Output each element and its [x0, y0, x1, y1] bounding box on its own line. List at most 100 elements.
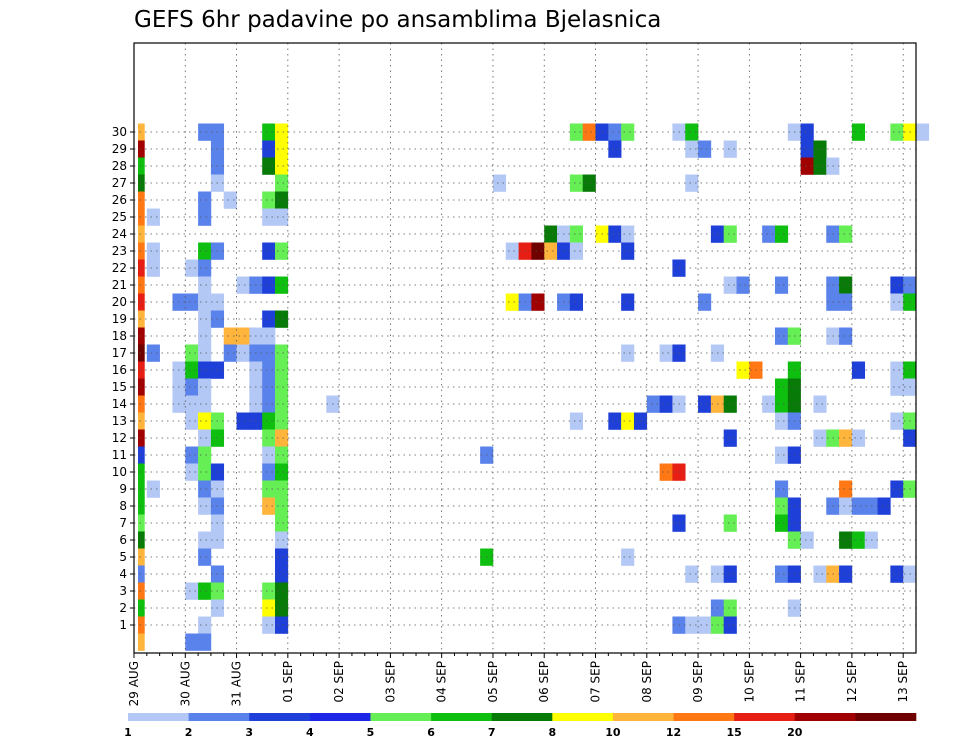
x-tick-label: 31 AUG: [230, 661, 244, 706]
heatmap-cell: [877, 497, 891, 515]
colorbar-label: 1: [124, 726, 132, 739]
heatmap-cell: [851, 429, 866, 447]
heatmap-cell: [800, 531, 814, 549]
heatmap-cell: [146, 242, 160, 260]
heatmap-cell: [185, 463, 199, 481]
heatmap-cell: [198, 497, 212, 515]
heatmap-cell: [723, 616, 737, 634]
heatmap-cell: [774, 395, 789, 413]
heatmap-cell: [198, 446, 212, 464]
heatmap-cell: [138, 191, 145, 209]
y-tick-label: 14: [112, 397, 127, 411]
heatmap-cell: [531, 242, 545, 260]
heatmap-cell: [275, 548, 289, 566]
heatmap-cell: [198, 429, 212, 447]
heatmap-cell: [774, 446, 789, 464]
heatmap-cell: [851, 361, 866, 379]
heatmap-cell: [262, 412, 276, 430]
heatmap-cell: [839, 480, 853, 498]
heatmap-cell: [198, 463, 212, 481]
heatmap-cell: [275, 446, 289, 464]
heatmap-cell: [146, 259, 160, 277]
y-tick-label: 27: [112, 176, 127, 190]
x-tick-label: 06 SEP: [537, 661, 551, 703]
heatmap-cell: [275, 480, 289, 498]
y-tick-label: 18: [112, 329, 127, 343]
x-axis: 29 AUG 30 AUG 31 AUG 01 SEP 02 SEP 03 SEP 04 S…: [127, 653, 910, 706]
heatmap-cell: [659, 395, 673, 413]
heatmap-cell: [236, 327, 250, 345]
colorbar-label: 4: [306, 726, 314, 739]
heatmap-cell: [138, 497, 145, 515]
colorbar-label: 10: [605, 726, 621, 739]
heatmap-cell: [890, 361, 904, 379]
heatmap-cell: [621, 293, 635, 311]
heatmap-cell: [774, 412, 789, 430]
heatmap-cell: [275, 582, 289, 600]
heatmap-cell: [813, 157, 827, 175]
y-tick-label: 3: [119, 584, 127, 598]
heatmap-cell: [138, 276, 145, 294]
heatmap-cell: [723, 514, 737, 532]
heatmap-cell: [608, 140, 622, 158]
y-tick-label: 21: [112, 278, 127, 292]
heatmap-cell: [138, 293, 145, 311]
heatmap-cell: [198, 412, 212, 430]
y-tick-label: 10: [112, 465, 127, 479]
heatmap-cell: [275, 616, 289, 634]
heatmap-cell: [851, 531, 866, 549]
heatmap-cell: [275, 361, 289, 379]
heatmap-cell: [275, 191, 289, 209]
heatmap-cell: [813, 140, 827, 158]
heatmap-cell: [723, 429, 737, 447]
heatmap-cell: [262, 276, 276, 294]
heatmap-cell: [198, 123, 212, 141]
heatmap-cell: [621, 225, 635, 243]
colorbar-segment: [552, 713, 614, 721]
heatmap-cell: [685, 140, 699, 158]
colorbar: 1 2 3 4 5 6 7 8 10 12 15 20: [124, 713, 917, 739]
y-tick-label: 1: [119, 618, 127, 632]
heatmap-cell: [569, 225, 583, 243]
colorbar-segment: [431, 713, 492, 721]
heatmap-cell: [185, 259, 199, 277]
colorbar-label: 20: [787, 726, 803, 739]
heatmap-cell: [138, 174, 145, 192]
heatmap-cell: [608, 412, 622, 430]
colorbar-segment: [612, 713, 674, 721]
heatmap-cell: [185, 582, 199, 600]
heatmap-cell: [685, 174, 699, 192]
heatmap-cell: [262, 378, 276, 396]
x-tick-label: 30 AUG: [178, 661, 192, 706]
heatmap-cell: [146, 208, 160, 226]
heatmap-cell: [138, 514, 145, 532]
x-tick-label: 01 SEP: [281, 661, 295, 703]
heatmap-cell: [608, 225, 622, 243]
heatmap-cell: [262, 599, 276, 617]
heatmap-cell: [262, 140, 276, 158]
heatmap-cell: [621, 242, 635, 260]
heatmap-cell: [185, 412, 199, 430]
heatmap-cell: [138, 344, 145, 362]
heatmap-cell: [138, 412, 145, 430]
heatmap-cell: [262, 497, 276, 515]
y-tick-label: 6: [119, 533, 127, 547]
heatmap-cell: [621, 123, 635, 141]
y-tick-label: 30: [112, 125, 127, 139]
y-tick-label: 8: [119, 499, 127, 513]
y-tick-label: 15: [112, 380, 127, 394]
heatmap-cell: [275, 157, 289, 175]
y-tick-label: 13: [112, 414, 127, 428]
heatmap-cell: [185, 446, 199, 464]
heatmap-cell: [275, 514, 289, 532]
heatmap-cell: [890, 293, 904, 311]
y-tick-label: 12: [112, 431, 127, 445]
heatmap-cell: [138, 327, 145, 345]
heatmap-cell: [236, 344, 250, 362]
heatmap-cell: [198, 582, 212, 600]
heatmap-cell: [698, 616, 712, 634]
heatmap-cell: [275, 395, 289, 413]
chart-title: GEFS 6hr padavine po ansamblima Bjelasni…: [134, 7, 661, 33]
heatmap-cell: [685, 616, 699, 634]
heatmap-cell: [839, 497, 853, 515]
